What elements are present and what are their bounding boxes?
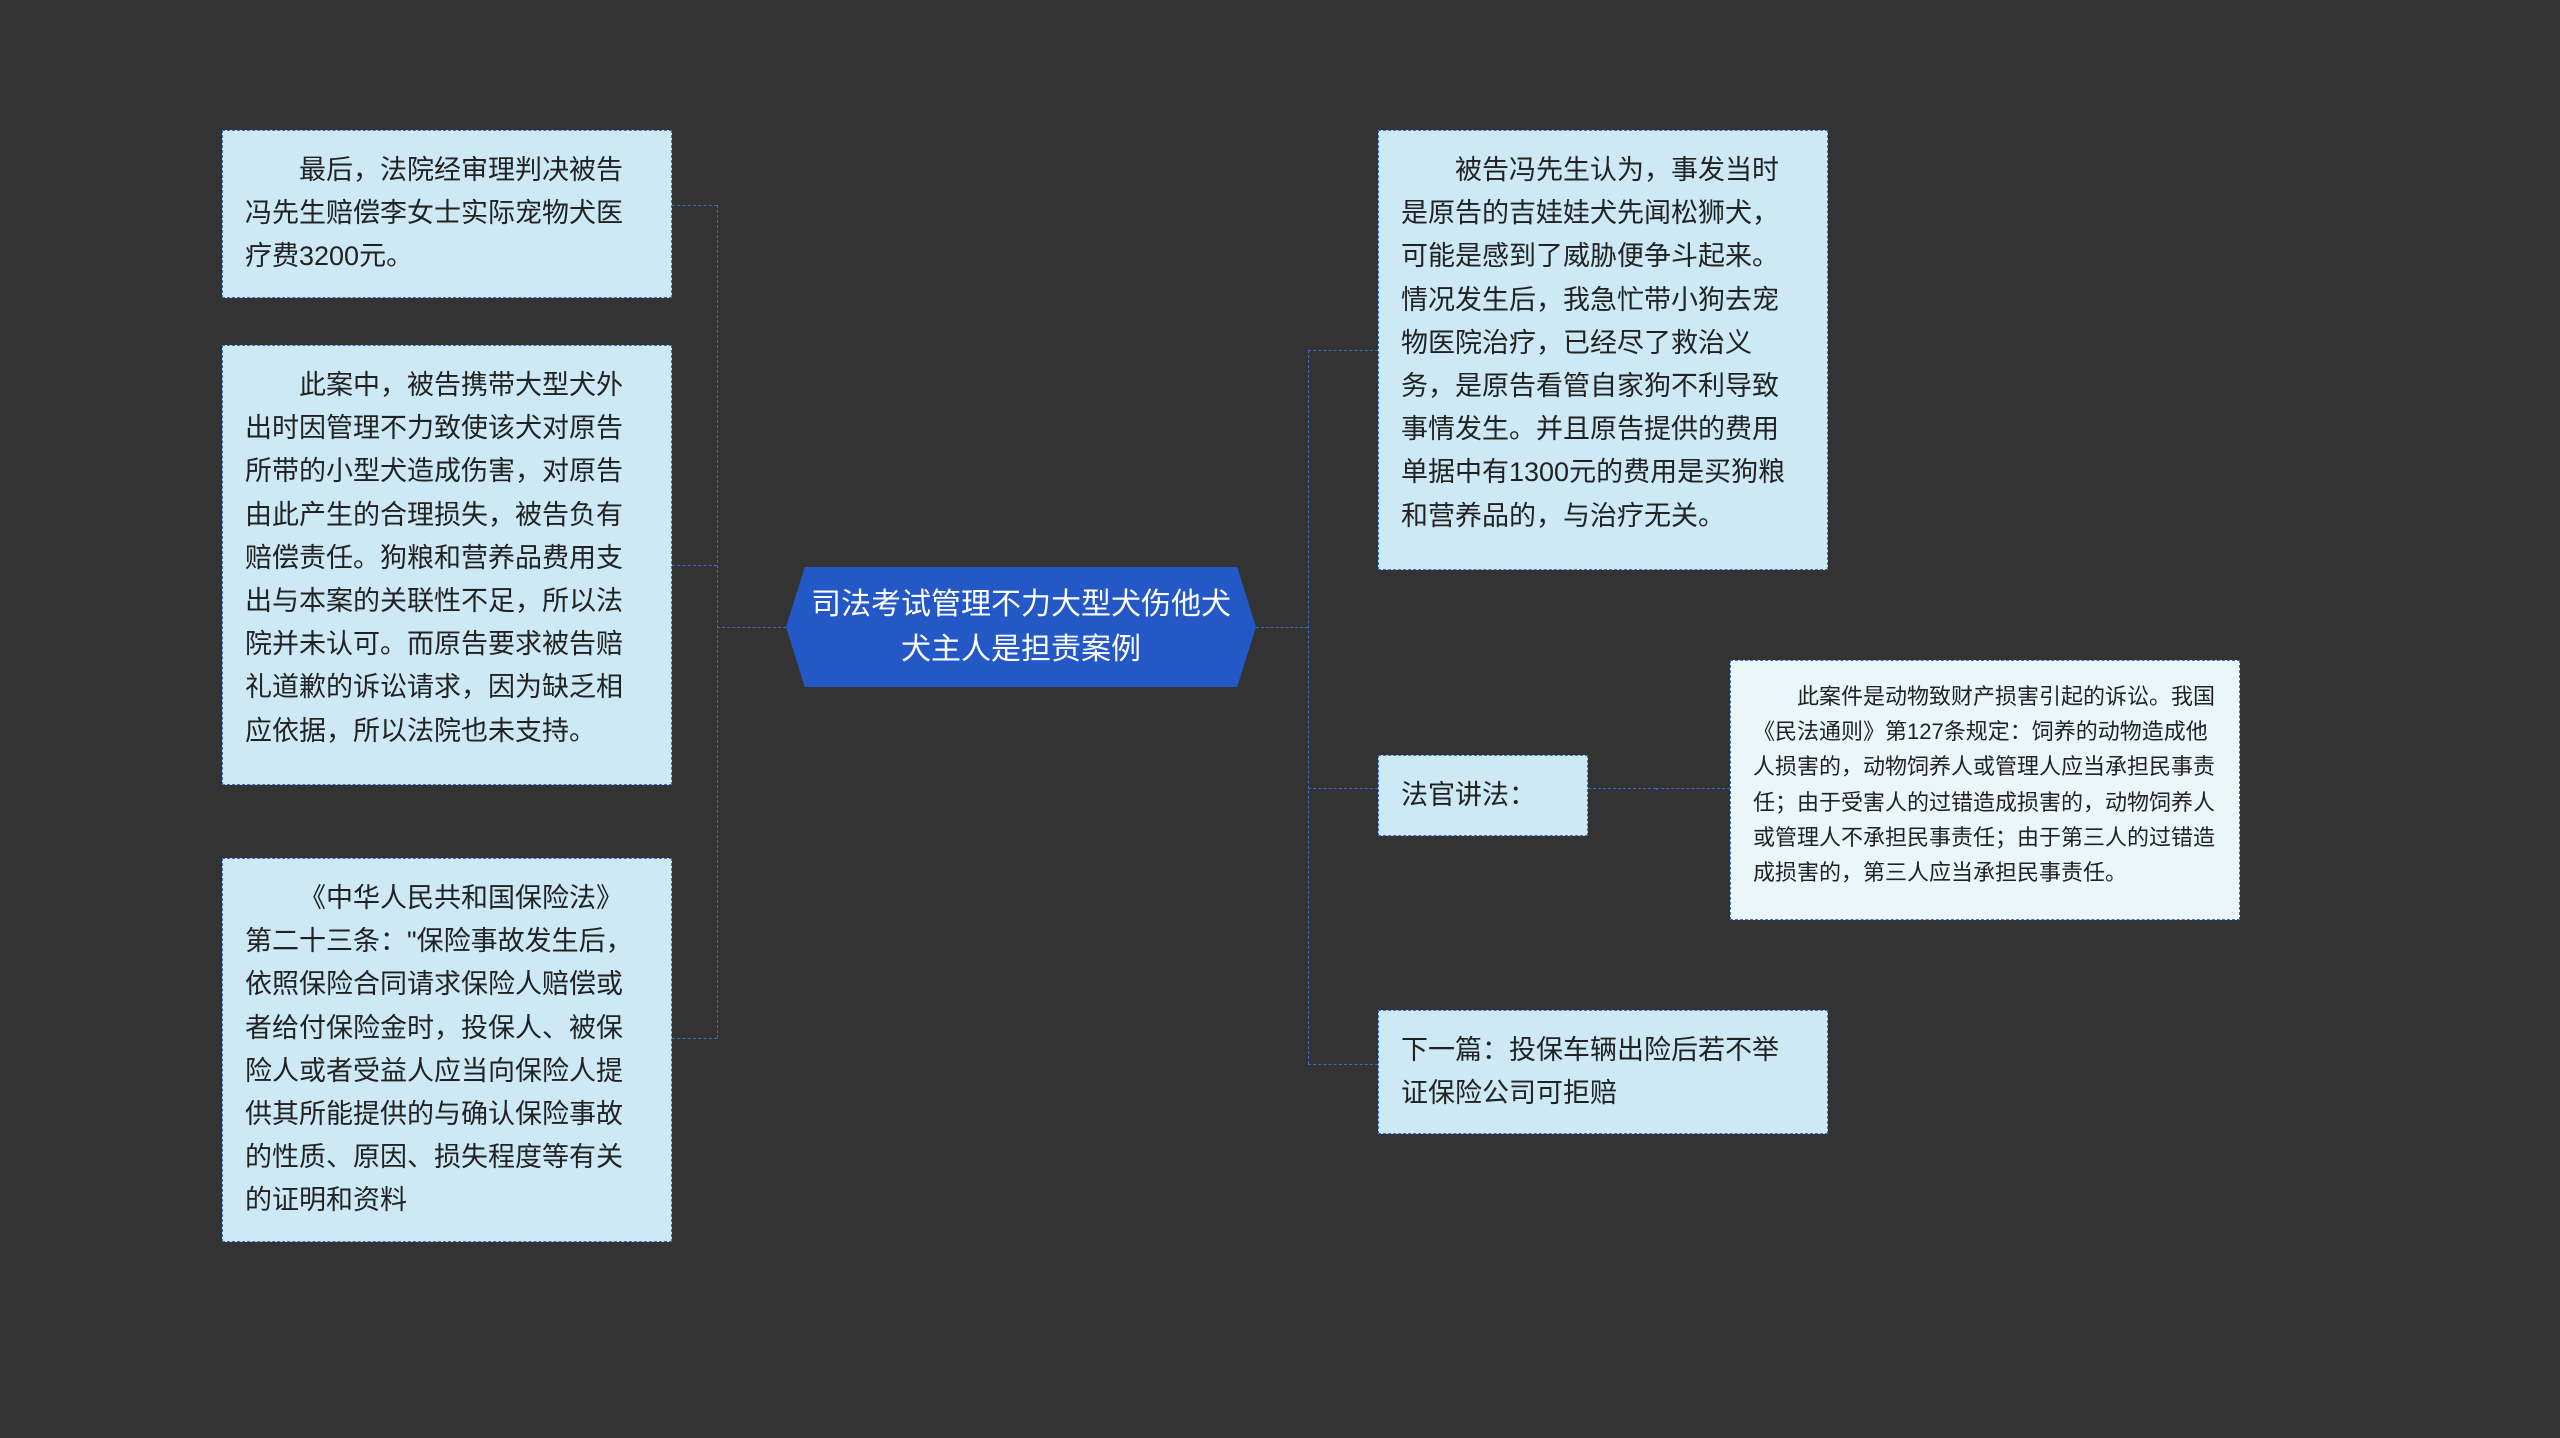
center-topic: 司法考试管理不力大型犬伤他犬犬主人是担责案例 — [786, 567, 1256, 687]
mindmap-canvas: 司法考试管理不力大型犬伤他犬犬主人是担责案例 最后，法院经审理判决被告冯先生赔偿… — [0, 0, 2560, 1438]
connector — [717, 627, 786, 628]
connector — [672, 565, 717, 566]
node-left-2: 此案中，被告携带大型犬外出时因管理不力致使该犬对原告所带的小型犬造成伤害，对原告… — [222, 345, 672, 785]
node-right-2: 法官讲法： — [1378, 755, 1588, 836]
node-right-2-label: 法官讲法： — [1401, 774, 1565, 817]
node-left-2-text: 此案中，被告携带大型犬外出时因管理不力致使该犬对原告所带的小型犬造成伤害，对原告… — [245, 364, 649, 753]
connector — [1308, 350, 1378, 351]
connector — [1308, 350, 1309, 1064]
connector — [1308, 1064, 1378, 1065]
node-right-2b: 此案件是动物致财产损害引起的诉讼。我国《民法通则》第127条规定：饲养的动物造成… — [1730, 660, 2240, 920]
connector — [717, 205, 718, 1038]
connector — [672, 205, 717, 206]
node-left-1: 最后，法院经审理判决被告冯先生赔偿李女士实际宠物犬医疗费3200元。 — [222, 130, 672, 298]
node-left-3-text: 《中华人民共和国保险法》第二十三条："保险事故发生后，依照保险合同请求保险人赔偿… — [245, 877, 649, 1223]
node-right-3: 下一篇：投保车辆出险后若不举证保险公司可拒赔 — [1378, 1010, 1828, 1134]
node-left-1-text: 最后，法院经审理判决被告冯先生赔偿李女士实际宠物犬医疗费3200元。 — [245, 149, 649, 279]
connector — [1588, 788, 1656, 789]
connector — [1256, 627, 1308, 628]
node-left-3: 《中华人民共和国保险法》第二十三条："保险事故发生后，依照保险合同请求保险人赔偿… — [222, 858, 672, 1242]
center-label: 司法考试管理不力大型犬伤他犬犬主人是担责案例 — [810, 582, 1232, 672]
node-right-1: 被告冯先生认为，事发当时是原告的吉娃娃犬先闻松狮犬，可能是感到了威胁便争斗起来。… — [1378, 130, 1828, 570]
node-right-3-label: 下一篇：投保车辆出险后若不举证保险公司可拒赔 — [1401, 1029, 1805, 1115]
connector — [1308, 788, 1378, 789]
connector — [672, 1038, 717, 1039]
node-right-2b-text: 此案件是动物致财产损害引起的诉讼。我国《民法通则》第127条规定：饲养的动物造成… — [1753, 679, 2217, 890]
connector — [1656, 788, 1730, 789]
node-right-1-text: 被告冯先生认为，事发当时是原告的吉娃娃犬先闻松狮犬，可能是感到了威胁便争斗起来。… — [1401, 149, 1805, 538]
